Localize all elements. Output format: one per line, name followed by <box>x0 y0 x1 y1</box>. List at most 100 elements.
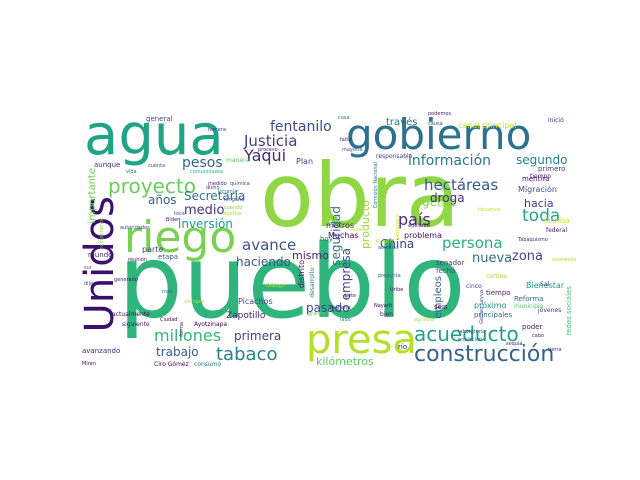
word: vida <box>126 169 137 175</box>
word: cabo <box>532 333 545 339</box>
word: China <box>380 237 415 251</box>
word: causa <box>428 121 443 127</box>
word: cuenta <box>148 163 166 169</box>
word: gobierno <box>346 110 532 159</box>
word: toca <box>174 211 185 217</box>
word: Plan <box>296 157 314 166</box>
word: pertenece <box>395 214 401 240</box>
word: Uribe <box>390 287 404 293</box>
word: años <box>148 193 177 207</box>
word: tabaco <box>216 344 278 365</box>
word: desarrollo <box>309 268 316 298</box>
word: medido <box>208 181 227 187</box>
word: hectáreas <box>424 176 499 194</box>
word: sequía <box>506 341 523 347</box>
word: grande <box>308 311 326 317</box>
word: inició <box>548 117 564 124</box>
word: laboratorio <box>458 329 486 335</box>
word: importante <box>87 168 98 224</box>
word: siete <box>344 293 357 299</box>
word: cuando <box>224 205 243 211</box>
word: acueducto <box>414 322 519 346</box>
word: momento <box>552 257 577 263</box>
word: acuerdo <box>378 245 399 251</box>
word: comunidades <box>190 169 224 175</box>
word: avance <box>242 236 297 254</box>
word: cortina <box>486 273 507 280</box>
word: más <box>162 289 173 295</box>
word: millones <box>154 326 222 345</box>
word: jóvenes <box>538 307 562 314</box>
word: Justicia <box>244 132 298 150</box>
word: Comisión Nacional <box>373 162 379 209</box>
word: sur <box>84 265 92 271</box>
word: presa <box>306 317 417 363</box>
word: hoy <box>320 235 333 243</box>
word: inversión <box>178 217 233 231</box>
word: proyecto <box>108 174 196 198</box>
word: aunque <box>94 161 121 169</box>
word: proceso <box>258 147 278 153</box>
word: través <box>386 117 418 128</box>
word: droga <box>430 191 465 205</box>
word: Ucrania <box>218 189 238 195</box>
word: Ayotzinapa <box>194 321 228 328</box>
word: agua <box>84 108 224 168</box>
word: tiempo <box>530 173 552 180</box>
word: población <box>458 337 483 343</box>
word: tercera <box>208 127 226 133</box>
word: construcción <box>414 342 555 367</box>
word: kilómetros <box>316 355 374 368</box>
word: Zapotillo <box>226 311 266 321</box>
word: Secretaría <box>184 189 246 203</box>
word: objetivo <box>222 211 243 217</box>
word: pasado <box>306 301 350 315</box>
word: municipio <box>514 303 544 310</box>
word: Muchas <box>328 231 359 240</box>
word-cloud: pueblo obra agua gobierno Unidos riego p… <box>78 108 598 370</box>
word: senador <box>436 259 465 267</box>
word: redes sociales <box>565 286 573 336</box>
word: Nayarit <box>374 303 393 309</box>
word: actualmente <box>112 311 150 318</box>
word: empleos <box>433 276 444 319</box>
word: Picachos <box>238 297 273 306</box>
word: medio <box>184 203 225 218</box>
word: Biden <box>166 217 181 223</box>
word: poder <box>522 323 543 331</box>
word: mundo <box>88 251 113 259</box>
word: riego <box>124 212 237 263</box>
word: federal <box>546 227 568 234</box>
word: haciendo <box>236 255 291 269</box>
word: Ciro Gómez <box>154 361 189 368</box>
word: componente <box>99 218 105 250</box>
word: etapa <box>158 253 179 261</box>
word: primera <box>234 329 282 343</box>
word: información <box>408 153 492 169</box>
word: producto <box>359 200 372 250</box>
word: Yaqui <box>244 146 287 165</box>
word: metros <box>326 221 355 230</box>
word: persona <box>442 234 503 252</box>
word: pregunta <box>378 273 401 279</box>
word: Sal <box>540 281 550 288</box>
word: problema <box>404 231 443 240</box>
word: avanzando <box>82 347 121 355</box>
word: Migración <box>518 185 557 194</box>
word: cosa <box>338 115 350 121</box>
word: generado <box>114 277 138 283</box>
word: Bienestar <box>526 281 565 290</box>
word: parte <box>142 245 164 254</box>
word: Tabaquismo <box>518 237 548 243</box>
word: río <box>398 343 408 351</box>
word: Sinaloa <box>544 217 570 225</box>
word: obra <box>260 144 460 247</box>
word: mentira <box>522 175 550 183</box>
word: ninguna <box>224 197 245 203</box>
word: responsable <box>376 153 413 160</box>
word: cinco <box>466 283 482 290</box>
word: Gómez Leyva <box>479 290 485 324</box>
word: nueva <box>472 251 513 266</box>
word: mañana <box>330 305 351 311</box>
word: fentanilo <box>270 119 332 135</box>
